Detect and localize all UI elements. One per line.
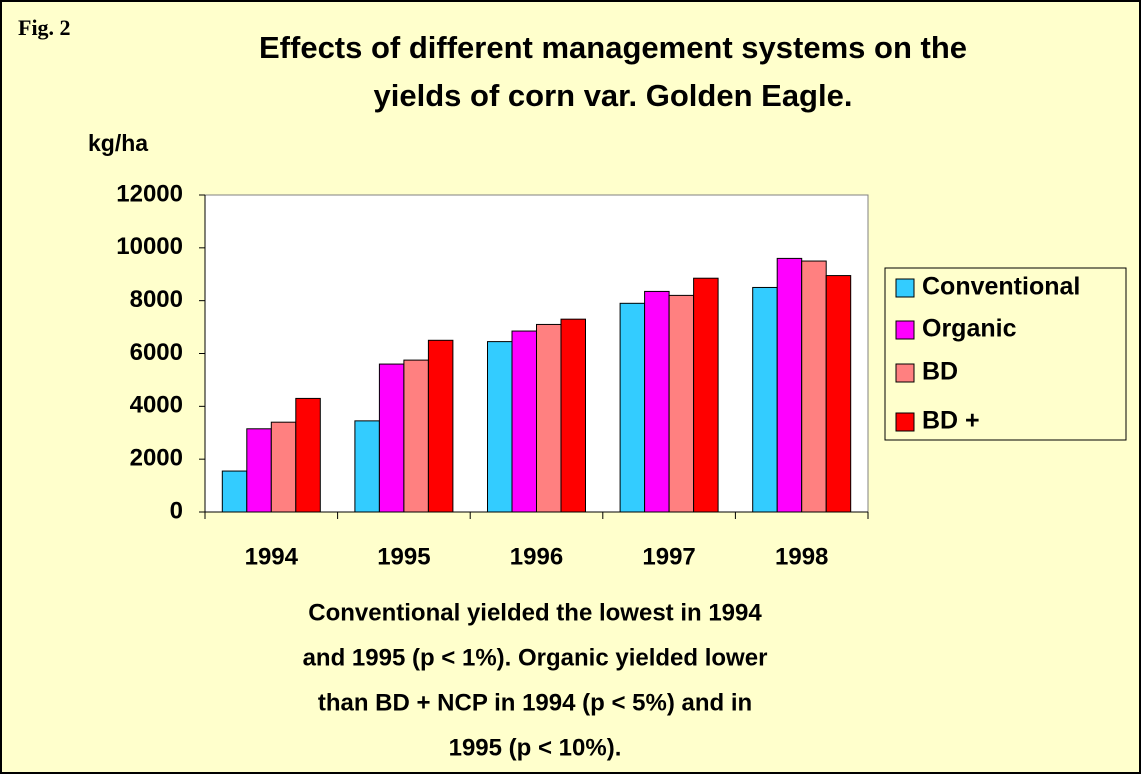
y-tick-label: 10000 (116, 233, 183, 260)
bar (511, 330, 537, 513)
bar (403, 359, 429, 513)
bar (246, 428, 272, 513)
y-tick-label: 8000 (130, 286, 183, 313)
chart-title: yields of corn var. Golden Eagle. (374, 78, 853, 113)
legend-swatch (895, 363, 915, 383)
annotation: than BD + NCP in 1994 (p < 5%) and in (318, 689, 752, 716)
annotation: Conventional yielded the lowest in 1994 (308, 599, 762, 626)
bar (752, 286, 778, 513)
legend-label: BD (922, 358, 958, 386)
bar (644, 290, 670, 513)
y-tick-label: 2000 (130, 445, 183, 472)
bar (619, 302, 646, 513)
figure-label: Fig. 2 (18, 15, 71, 40)
bar (560, 318, 586, 513)
y-tick-label: 12000 (116, 180, 183, 207)
bar (776, 257, 803, 513)
x-tick-label: 1995 (377, 543, 430, 570)
legend-swatch (895, 412, 915, 432)
bar (801, 260, 827, 513)
annotation: and 1995 (p < 1%). Organic yielded lower (303, 644, 768, 671)
bar (825, 275, 852, 513)
bar (427, 339, 454, 513)
legend (884, 267, 1127, 441)
bar (295, 397, 321, 513)
legend-label: BD + (922, 407, 980, 435)
x-tick-label: 1997 (642, 543, 695, 570)
y-tick-label: 6000 (130, 339, 183, 366)
legend-label: Conventional (922, 273, 1080, 301)
legend-label: Organic (922, 315, 1017, 343)
x-tick-label: 1996 (510, 543, 563, 570)
legend-swatch (895, 320, 915, 340)
bar (536, 323, 562, 513)
y-axis-label: kg/ha (88, 130, 148, 156)
bar (354, 420, 380, 513)
bar (668, 294, 695, 513)
x-tick-label: 1994 (245, 543, 299, 570)
chart-title: Effects of different management systems … (259, 30, 967, 65)
bar (270, 421, 297, 513)
bar (378, 363, 405, 513)
bar (221, 470, 248, 513)
y-tick-label: 0 (170, 497, 183, 524)
bar (693, 277, 719, 513)
y-tick-label: 4000 (130, 392, 183, 419)
annotation: 1995 (p < 10%). (449, 734, 622, 761)
legend-swatch (895, 278, 915, 298)
x-tick-label: 1998 (775, 543, 828, 570)
bar (487, 341, 513, 513)
